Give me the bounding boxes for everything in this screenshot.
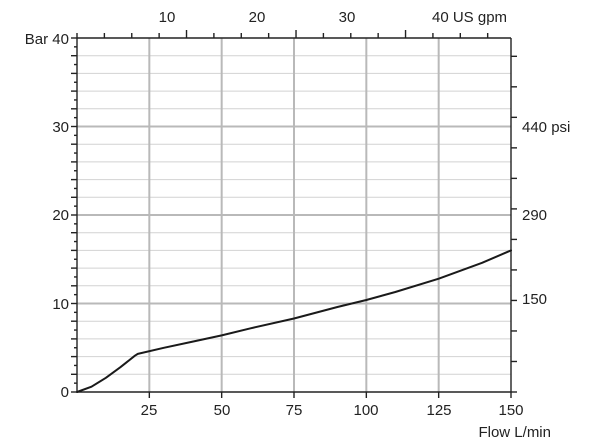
- x-top-label-40: 40 US gpm: [432, 9, 507, 26]
- x-bottom-axis-title: Flow L/min: [478, 424, 551, 441]
- x-top-label-20: 20: [249, 9, 266, 26]
- x-bottom-label-100: 100: [353, 402, 378, 419]
- y-left-label-10: 10: [52, 296, 69, 313]
- x-bottom-label-150: 150: [498, 402, 523, 419]
- x-top-label-10: 10: [159, 9, 176, 26]
- y-right-label-290: 290: [522, 207, 547, 224]
- axis-ticks: [71, 30, 517, 398]
- x-bottom-label-125: 125: [426, 402, 451, 419]
- y-right-label-440: 440 psi: [522, 119, 570, 136]
- x-bottom-label-50: 50: [214, 402, 231, 419]
- y-left-label-0: 0: [61, 384, 69, 401]
- axis-labels: 0 10 20 30 Bar 40 25 50 75 100 125 150 F…: [25, 9, 571, 441]
- major-gridlines: [77, 38, 511, 392]
- y-left-label-30: 30: [52, 119, 69, 136]
- y-left-label-20: 20: [52, 207, 69, 224]
- pressure-curve: [76, 249, 512, 393]
- x-top-label-30: 30: [339, 9, 356, 26]
- y-right-label-150: 150: [522, 291, 547, 308]
- x-bottom-label-25: 25: [141, 402, 158, 419]
- x-bottom-label-75: 75: [286, 402, 303, 419]
- y-left-label-40: Bar 40: [25, 31, 69, 48]
